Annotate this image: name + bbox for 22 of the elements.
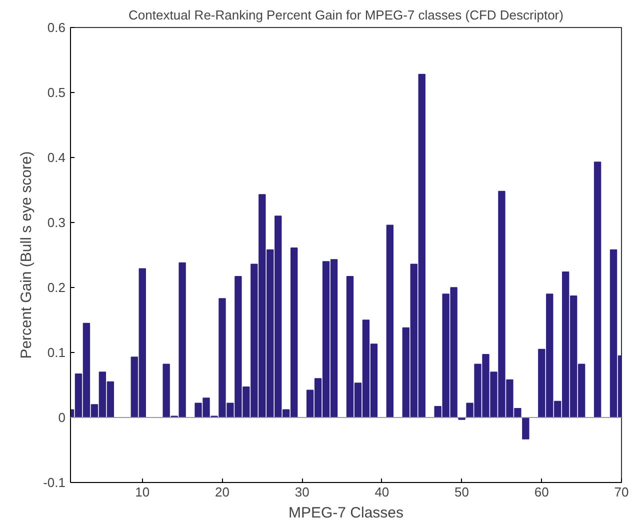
x-axis-title: MPEG-7 Classes [288,504,404,522]
y-tick-label: 0.5 [47,85,66,100]
x-tick-label: 30 [294,484,310,500]
x-tick-label: 20 [214,484,230,500]
x-tick-label: 50 [454,484,470,500]
y-tick-label: -0.1 [43,475,66,490]
x-tick-label: 40 [374,484,390,500]
y-tick-label: 0.2 [47,280,66,295]
y-tick-label: 0.6 [47,20,66,35]
x-tick-label: 10 [135,484,150,500]
y-axis-title: Percent Gain (Bull s eye score) [18,151,36,359]
y-tick-label: 0.1 [47,345,66,360]
y-tick-label: 0.4 [47,150,66,165]
y-tick-label: 0 [58,410,66,425]
bar [386,224,394,418]
y-tick-label: 0.3 [47,215,66,230]
bar [594,162,602,418]
bar [522,417,530,440]
chart-title: Contextual Re-Ranking Percent Gain for MPEG-7 classes (CFD Descriptor) [128,8,564,22]
bar [610,249,618,418]
x-tick-label: 60 [534,484,549,500]
x-tick-label: 70 [614,484,629,500]
